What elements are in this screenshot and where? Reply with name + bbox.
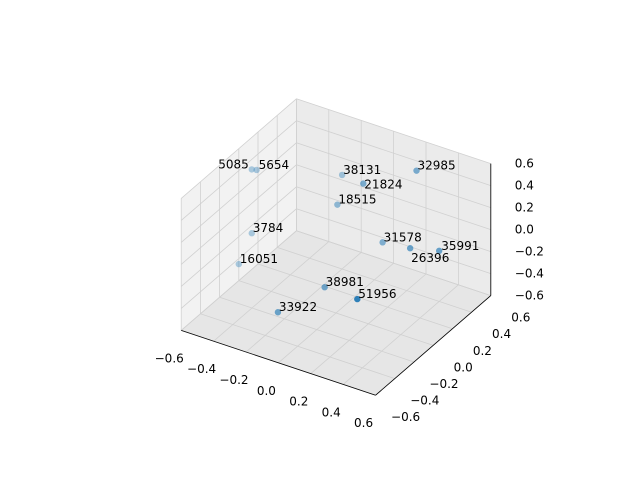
y-tick-label: 0.6 [511,311,530,325]
data-label: 38131 [343,163,381,177]
data-point [334,201,341,208]
data-point [235,260,242,268]
data-point [274,309,282,316]
x-tick-label: 0.2 [289,395,308,409]
data-point [379,239,386,246]
data-point [413,167,420,174]
grid-line-y [277,247,472,313]
data-label: 16051 [240,252,278,266]
grid-line-z [180,98,297,199]
data-label: 51956 [358,287,396,301]
data-point [360,180,367,187]
data-point [253,166,260,174]
data-point [248,230,255,237]
x-axis-line [181,330,376,396]
y-tick-label: −0.6 [391,410,420,424]
data-point [338,171,346,179]
data-label: 33922 [279,300,317,314]
grid-line-z [296,98,491,164]
z-tick-label: 0.0 [515,223,534,237]
data-label: 31578 [384,230,422,244]
y-axis-line [375,295,492,396]
grid-line-y [296,230,491,296]
y-tick-label: −0.2 [429,377,458,391]
data-label: 5085 [218,157,249,171]
data-label: 3784 [253,221,284,235]
y-tick-label: 0.2 [473,344,492,358]
y-tick-label: 0.4 [492,327,511,341]
z-tick-label: −0.2 [515,245,544,259]
x-tick-label: 0.4 [322,405,341,419]
grid-line-z [296,120,491,186]
data-point [321,284,328,291]
z-tick-label: −0.6 [515,289,544,303]
data-point [406,245,414,252]
data-point [248,166,255,173]
data-label: 21824 [364,178,402,192]
x-tick-label: −0.6 [155,351,184,365]
x-tick-label: 0.0 [257,384,276,398]
data-label: 5654 [259,158,290,172]
y-tick-label: 0.0 [454,360,473,374]
data-label: 18515 [338,193,376,207]
x-tick-label: −0.2 [219,373,248,387]
x-tick-label: −0.4 [187,362,216,376]
z-tick-label: −0.4 [515,267,544,281]
z-tick-label: 0.2 [515,201,534,215]
x-tick-label: 0.6 [354,416,373,430]
data-label: 26396 [411,251,449,265]
data-label: 38981 [326,275,364,289]
z-tick-label: 0.4 [515,179,534,193]
data-label: 32985 [418,159,456,173]
grid-line-z [180,120,297,221]
z-tick-label: 0.6 [515,157,534,171]
data-label: 35991 [441,239,479,253]
data-point [354,295,361,303]
y-tick-label: −0.4 [410,394,439,408]
data-point [436,247,443,254]
